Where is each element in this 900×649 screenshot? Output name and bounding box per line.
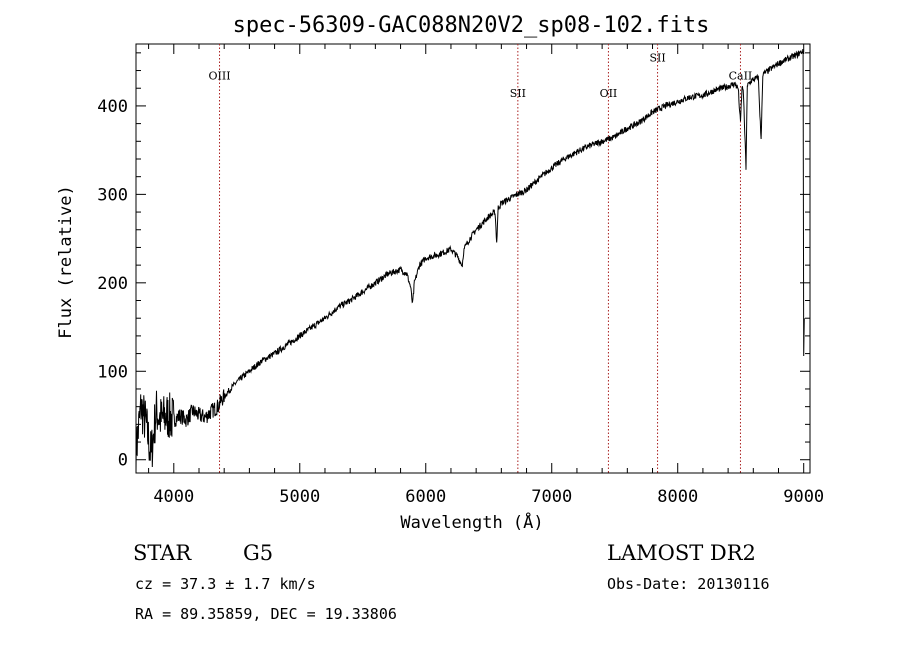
redshift-line: cz = 37.3 ± 1.7 km/s: [135, 575, 316, 593]
obs-date: Obs-Date: 20130116: [607, 575, 770, 593]
survey-name: LAMOST DR2: [607, 541, 756, 565]
y-axis-label: Flux (relative): [56, 185, 76, 339]
spectrum-series: [135, 49, 805, 474]
x-tick-label-3: 7000: [531, 487, 572, 507]
object-class: STAR: [133, 541, 192, 565]
y-tick-label-3: 300: [97, 185, 128, 205]
x-tick-label-5: 9000: [783, 487, 824, 507]
x-tick-label-0: 4000: [153, 487, 194, 507]
y-tick-label-4: 400: [97, 97, 128, 117]
y-tick-label-2: 200: [97, 274, 128, 294]
line-label-1: SII: [510, 87, 526, 100]
plot-frame: [135, 43, 811, 474]
x-axis-label: Wavelength (Å): [400, 511, 543, 533]
x-tick-label-4: 8000: [657, 487, 698, 507]
coordinates: RA = 89.35859, DEC = 19.33806: [135, 605, 397, 623]
line-label-2: OII: [600, 87, 618, 100]
y-tick-label-1: 100: [97, 362, 128, 382]
x-tick-label-2: 6000: [405, 487, 446, 507]
line-label-3: SII: [649, 52, 665, 65]
x-tick-label-1: 5000: [279, 487, 320, 507]
line-markers: OIII SII OII SII CaII: [208, 44, 752, 473]
line-label-0: OIII: [208, 69, 230, 82]
axis-ticks: 4000 5000 6000 7000 8000 9000 0 100 200 300 400: [97, 44, 824, 507]
y-tick-label-0: 0: [118, 451, 128, 471]
series-layer: [135, 49, 805, 474]
object-subclass: G5: [243, 541, 273, 565]
chart-title: spec-56309-GAC088N20V2_sp08-102.fits: [233, 13, 710, 38]
line-label-4: CaII: [729, 69, 753, 82]
